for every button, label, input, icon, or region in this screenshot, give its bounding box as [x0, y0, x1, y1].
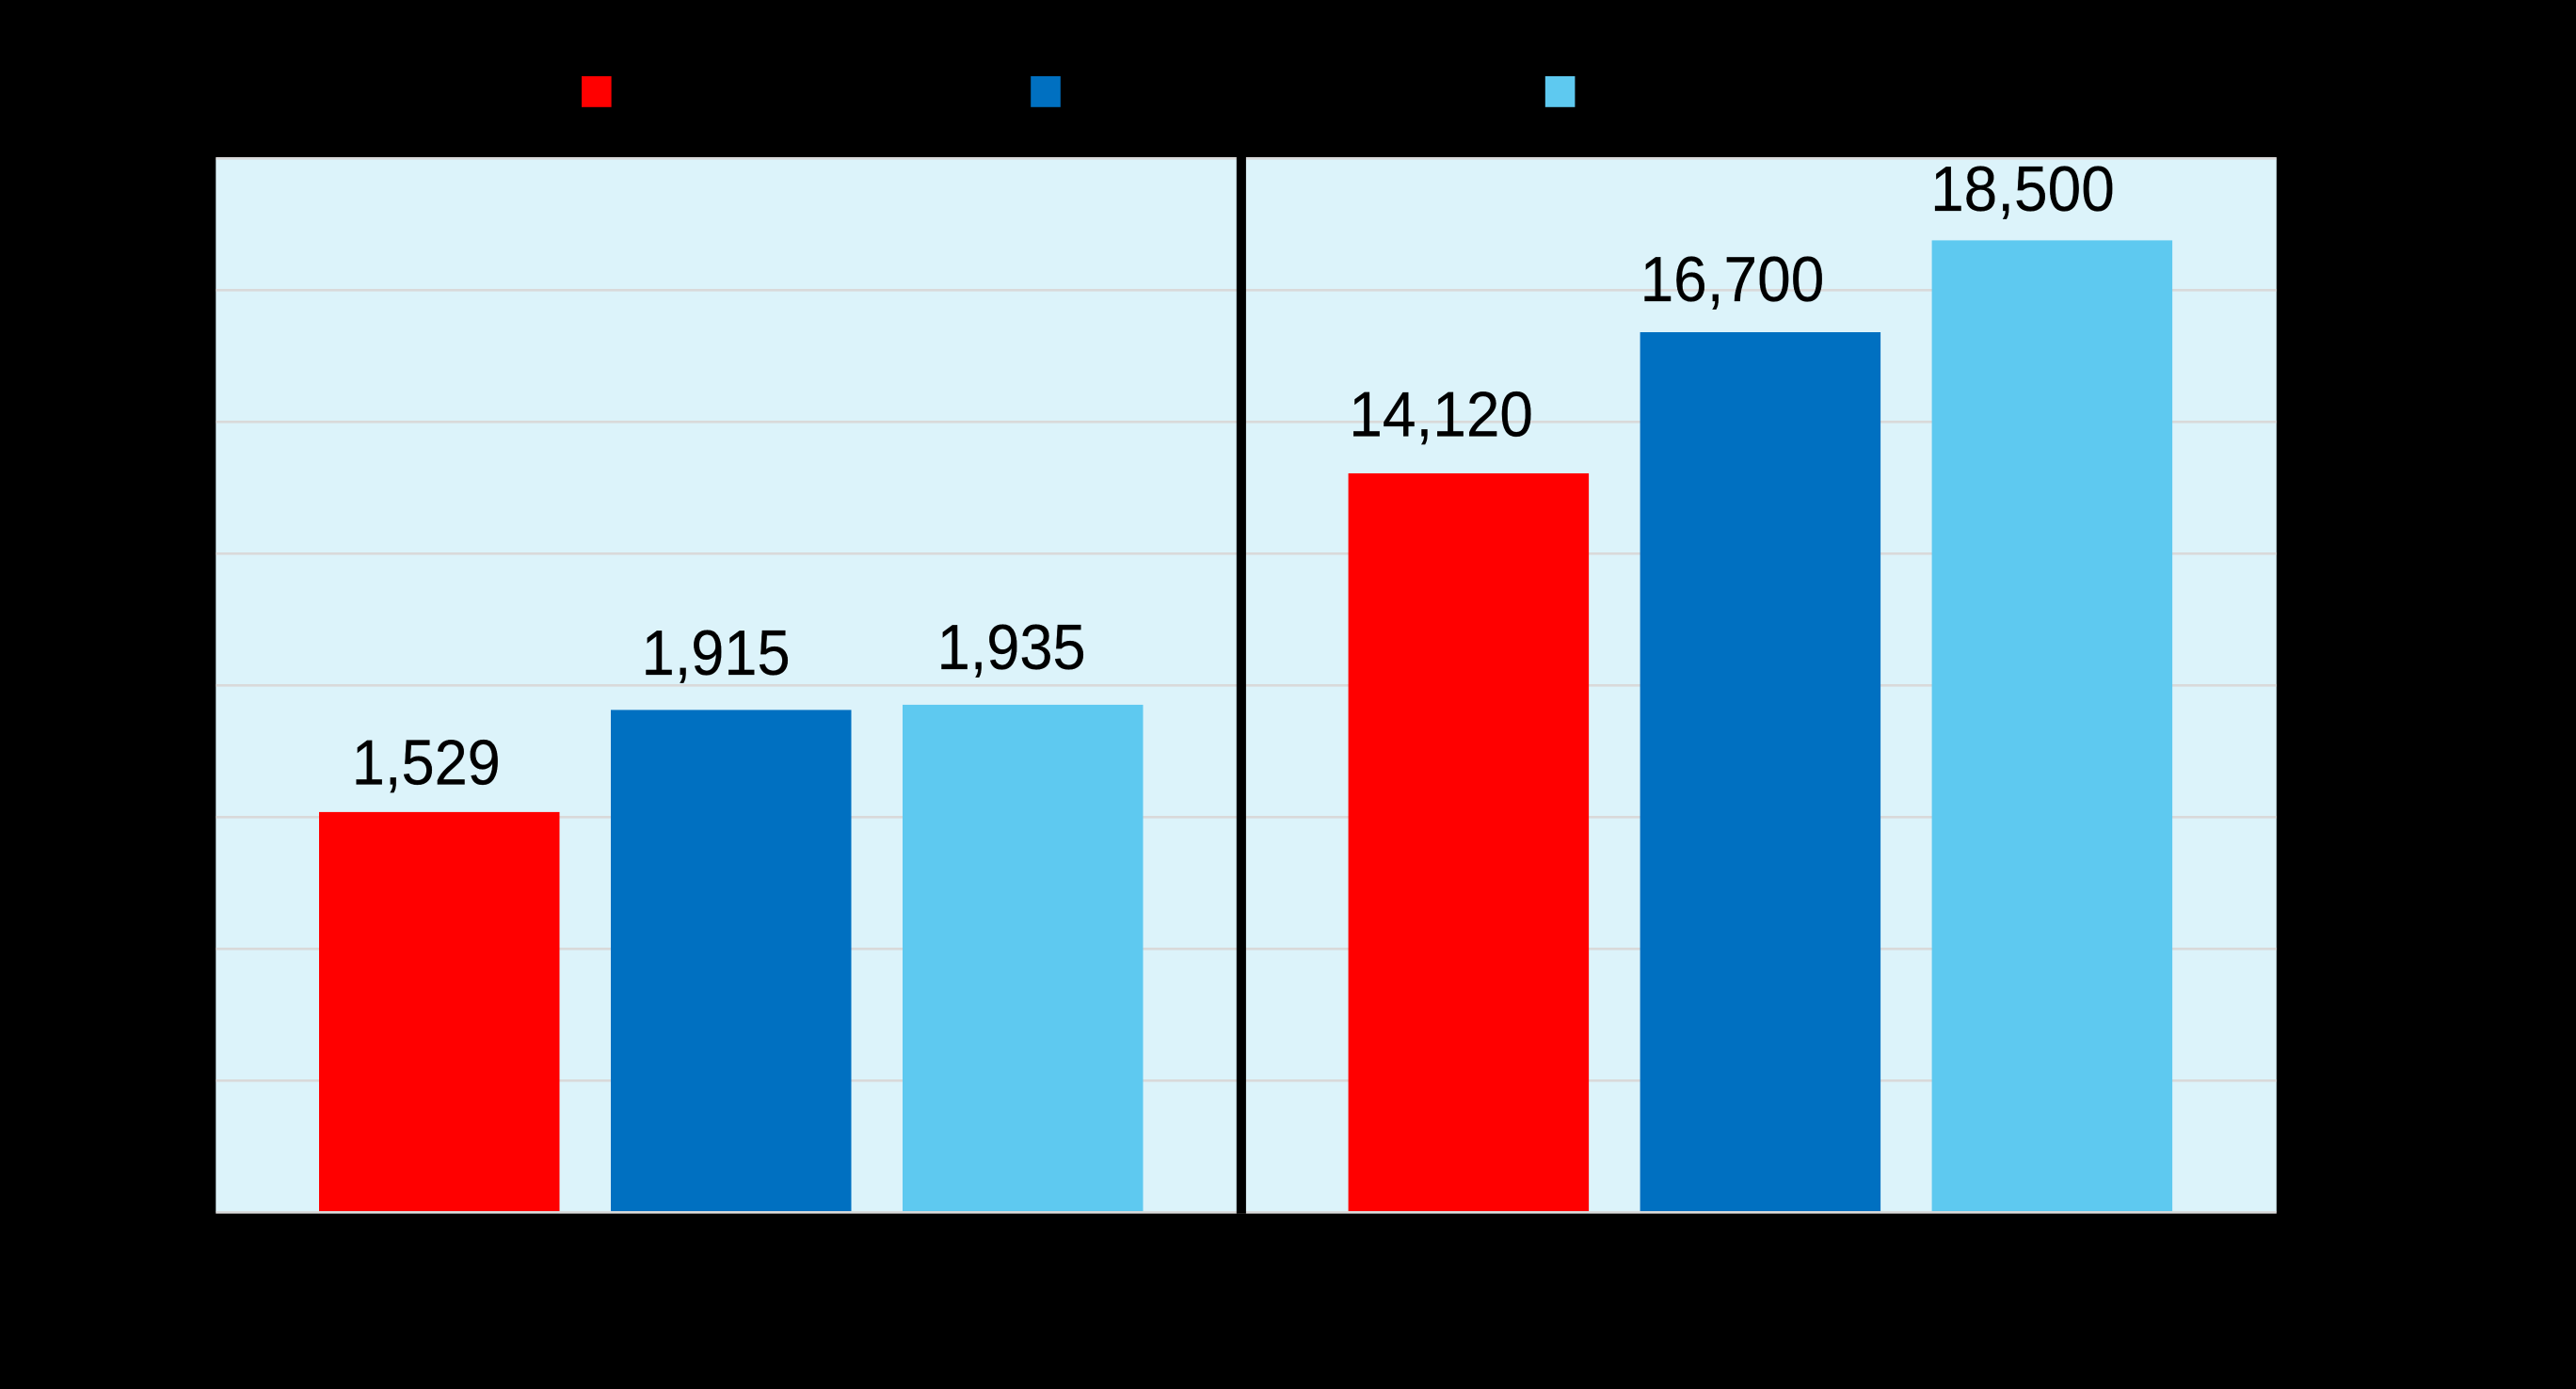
svg-text:18,500: 18,500 [1930, 153, 2115, 225]
svg-text:1,935: 1,935 [937, 612, 1086, 683]
svg-text:1,915: 1,915 [642, 617, 791, 689]
svg-text:14,120: 14,120 [1349, 379, 1533, 451]
svg-text:1,529: 1,529 [352, 727, 501, 799]
svg-text:16,700: 16,700 [1640, 244, 1825, 315]
